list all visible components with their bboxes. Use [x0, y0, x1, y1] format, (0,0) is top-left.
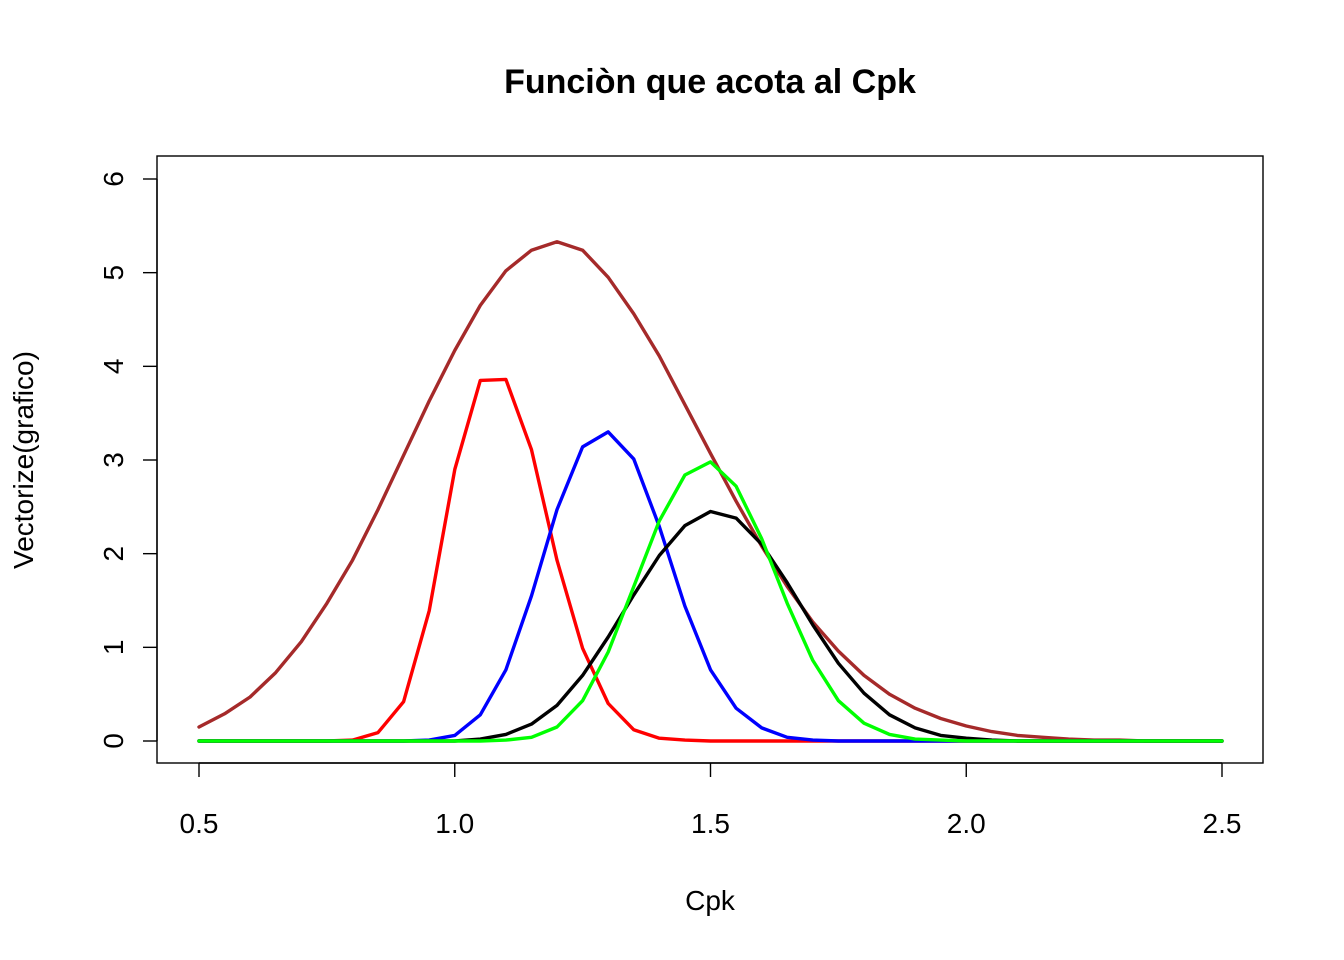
x-tick-label: 2.0	[947, 808, 986, 839]
x-tick-label: 1.5	[691, 808, 730, 839]
y-tick-label: 5	[98, 265, 129, 281]
series-line-3	[197, 430, 1224, 743]
series-line-5	[197, 460, 1224, 743]
y-tick-label: 1	[98, 640, 129, 656]
chart-title: Funciòn que acota al Cpk	[504, 63, 916, 101]
x-tick-label: 2.5	[1203, 808, 1242, 839]
series-group	[197, 240, 1224, 743]
x-tick-label: 0.5	[180, 808, 219, 839]
x-tick-label: 1.0	[435, 808, 474, 839]
y-tick-label: 3	[98, 452, 129, 468]
y-tick-label: 6	[98, 171, 129, 187]
y-tick-label: 0	[98, 733, 129, 749]
y-tick-label: 4	[98, 359, 129, 375]
y-axis-label: Vectorize(grafico)	[8, 351, 39, 569]
series-line-4	[197, 509, 1224, 743]
y-tick-label: 2	[98, 546, 129, 562]
y-axis: 0 1 2 3 4 5 6	[98, 171, 158, 749]
series-line-1	[197, 240, 1224, 743]
x-axis-label: Cpk	[685, 885, 736, 916]
x-axis: 0.5 1.0 1.5 2.0 2.5	[180, 762, 1242, 839]
